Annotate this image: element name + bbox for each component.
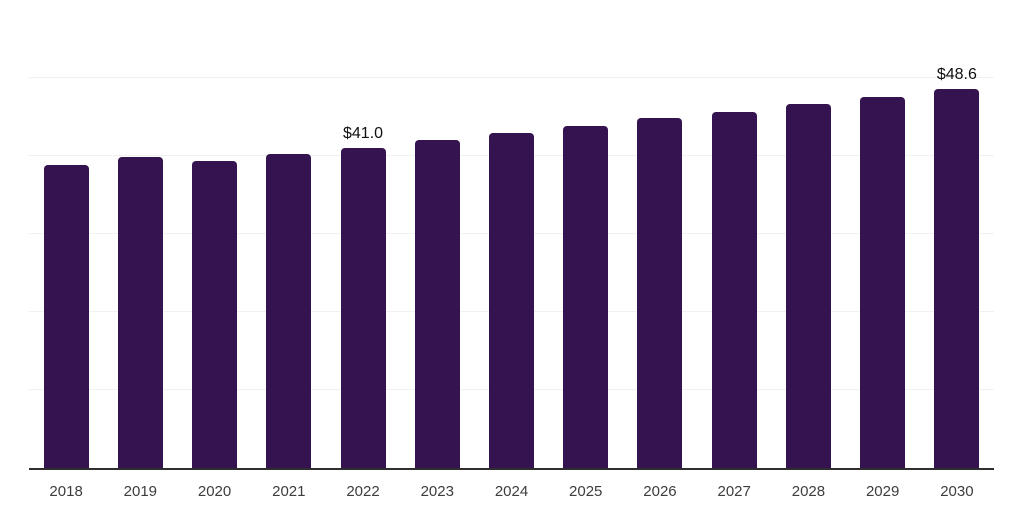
- bar-2025: [563, 125, 609, 468]
- x-tick-label: 2029: [865, 483, 900, 500]
- bar-2029: [860, 96, 906, 468]
- x-tick-label: 2026: [643, 483, 677, 500]
- x-tick-label: 2024: [494, 483, 529, 500]
- bar-2022: [340, 148, 386, 468]
- plot-area: $41.0 $48.6: [29, 0, 994, 470]
- x-tick-label: 2019: [123, 483, 158, 500]
- x-tick-label: 2020: [197, 483, 232, 500]
- bar-2020: [192, 161, 238, 468]
- bar-2024: [489, 133, 534, 468]
- bar-2027: [711, 111, 757, 468]
- gridline: [29, 77, 994, 78]
- bar-2019: [117, 156, 163, 468]
- bar-2021: [266, 154, 312, 468]
- bar-2028: [785, 103, 831, 468]
- bar-2023: [414, 140, 460, 468]
- x-tick-label: 2023: [420, 483, 454, 500]
- bar-2026: [637, 117, 683, 468]
- x-tick-label: 2025: [569, 483, 603, 500]
- bar-2018: [43, 164, 89, 468]
- x-tick-label: 2022: [346, 483, 380, 500]
- x-tick-label: 2018: [49, 483, 83, 500]
- x-tick-label: 2027: [717, 483, 751, 500]
- x-tick-label: 2030: [940, 483, 974, 500]
- bar-value-label: $48.6: [936, 65, 977, 83]
- bar-value-label: $41.0: [343, 125, 384, 143]
- x-tick-label: 2021: [272, 483, 306, 500]
- bar-2030: [934, 88, 980, 468]
- x-tick-label: 2028: [791, 483, 826, 500]
- x-axis-labels: 2018 2019 2020 2021 2022 2023 2024 2025 2026 2027…: [29, 483, 994, 507]
